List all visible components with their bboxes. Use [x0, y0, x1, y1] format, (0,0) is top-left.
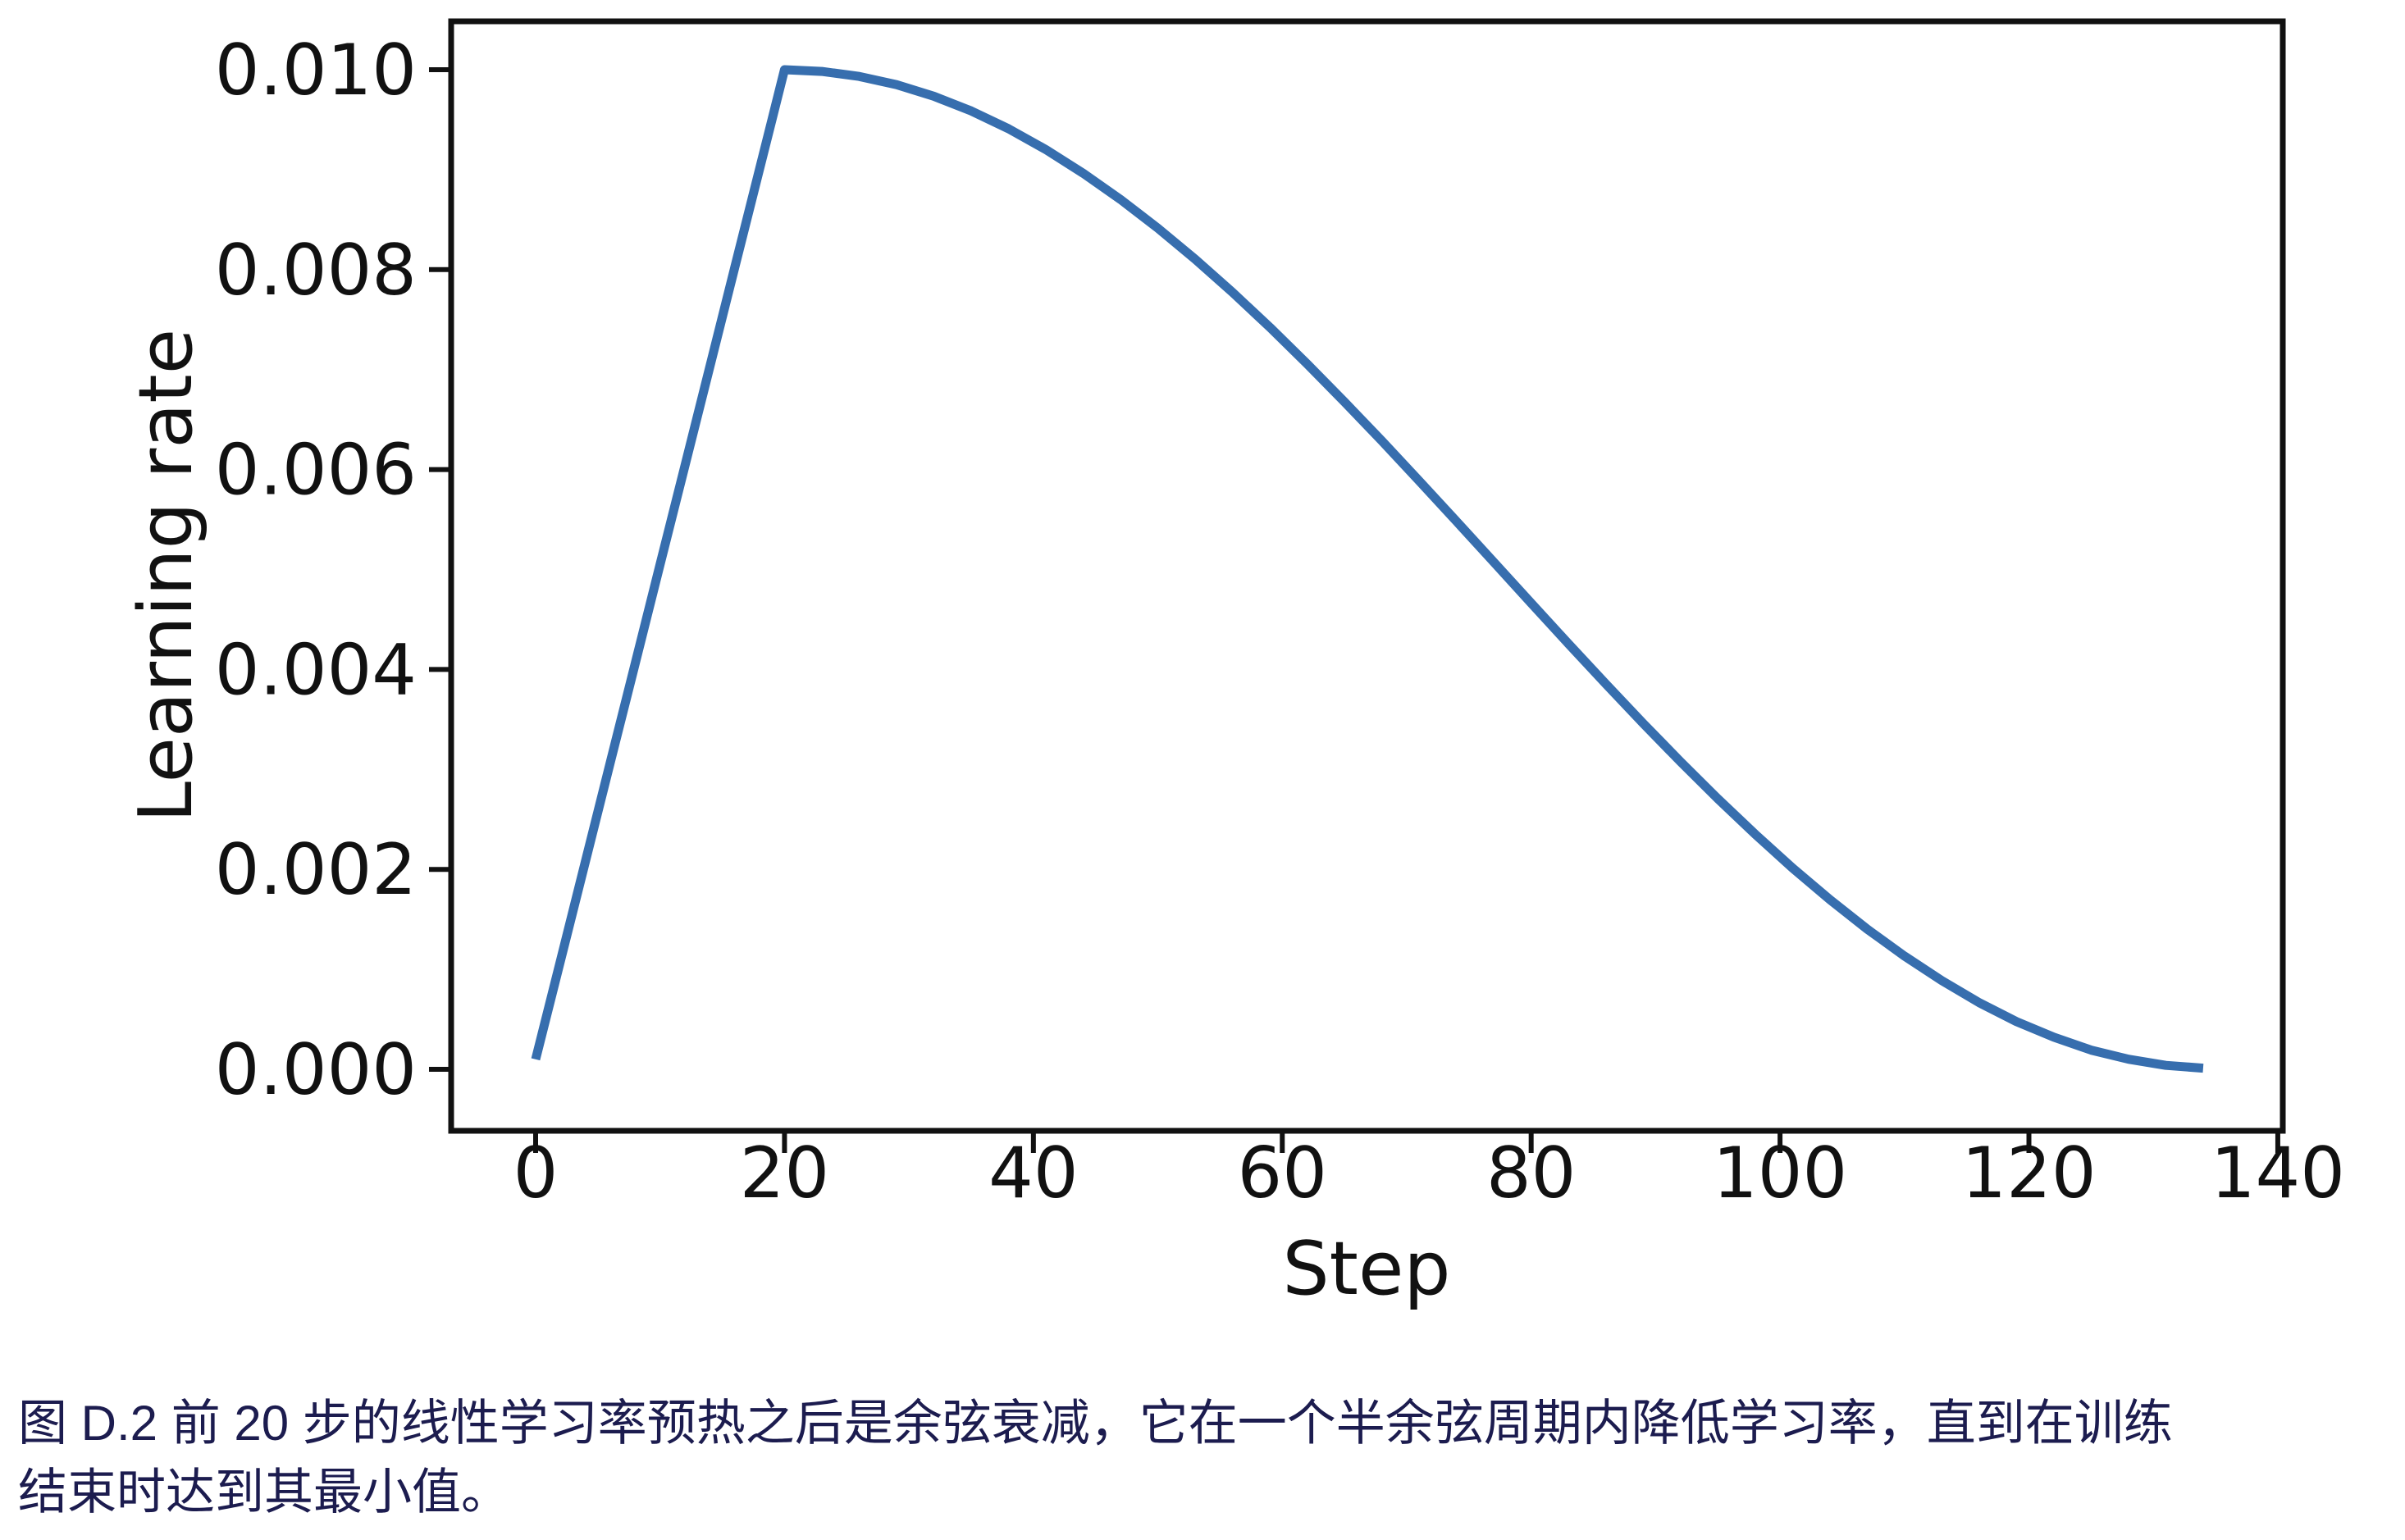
- x-tick-label: 120: [1961, 1132, 2096, 1214]
- caption-line-2: 结束时达到其最小值。: [18, 1465, 510, 1519]
- figure-caption: 图 D.2 前 20 步的线性学习率预热之后是余弦衰减，它在一个半余弦周期内降低…: [18, 1389, 2397, 1527]
- y-tick-label: 0.010: [215, 30, 417, 112]
- y-axis-ticks: 0.000 0.002 0.004 0.006 0.008 0.010: [215, 30, 451, 1111]
- y-axis-label: Learning rate: [123, 329, 209, 822]
- learning-rate-chart: 0 20 40 60 80 100 120 140 0.0000.0020.0040.0060…: [123, 18, 2345, 1312]
- caption-line-1: 图 D.2 前 20 步的线性学习率预热之后是余弦衰减，它在一个半余弦周期内降低…: [18, 1396, 2173, 1451]
- x-tick-label: 60: [1238, 1132, 1327, 1214]
- y-tick-label: 0.006: [215, 430, 417, 512]
- axes-frame: [448, 18, 2286, 1134]
- x-tick-label: 0: [513, 1132, 559, 1214]
- y-tick-label: 0.000: [215, 1029, 417, 1111]
- y-tick-label: 0.002: [215, 829, 417, 911]
- x-tick-label: 40: [988, 1132, 1078, 1214]
- x-tick-label: 140: [2211, 1132, 2345, 1214]
- x-tick-label: 20: [740, 1132, 829, 1214]
- x-tick-label: 80: [1486, 1132, 1576, 1214]
- x-axis-ticks: 0 20 40 60 80 100 120 140: [513, 1131, 2345, 1214]
- x-axis-label: Step: [1283, 1226, 1451, 1312]
- learning-rate-curve: [531, 65, 2204, 1073]
- x-tick-label: 100: [1713, 1132, 1847, 1214]
- y-tick-label: 0.008: [215, 230, 417, 312]
- y-tick-label: 0.004: [215, 629, 417, 711]
